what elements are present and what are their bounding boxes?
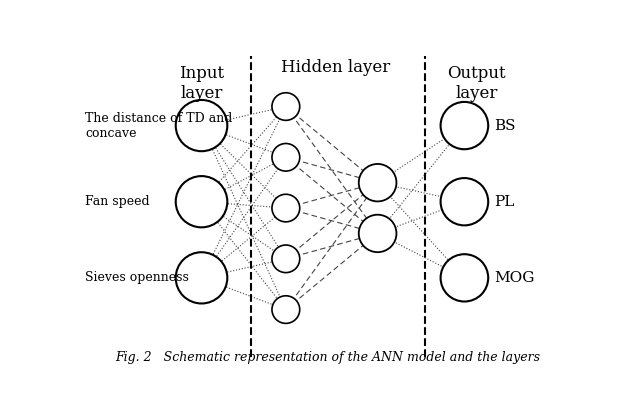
Ellipse shape xyxy=(359,215,396,252)
Text: Hidden layer: Hidden layer xyxy=(281,59,390,76)
Text: Output
layer: Output layer xyxy=(447,66,506,102)
Text: MOG: MOG xyxy=(494,271,534,285)
Text: PL: PL xyxy=(494,195,515,209)
Text: BS: BS xyxy=(494,119,516,133)
Ellipse shape xyxy=(359,164,396,201)
Text: Fan speed: Fan speed xyxy=(85,195,150,208)
Ellipse shape xyxy=(272,143,300,171)
Ellipse shape xyxy=(176,100,227,151)
Ellipse shape xyxy=(176,252,227,304)
Ellipse shape xyxy=(272,296,300,323)
Text: The distance of TD and
concave: The distance of TD and concave xyxy=(85,112,232,140)
Ellipse shape xyxy=(440,254,488,302)
Ellipse shape xyxy=(272,245,300,273)
Ellipse shape xyxy=(440,178,488,225)
Text: Sieves openness: Sieves openness xyxy=(85,272,189,284)
Ellipse shape xyxy=(176,176,227,227)
Ellipse shape xyxy=(272,93,300,120)
Text: Input
layer: Input layer xyxy=(179,66,224,102)
Text: Fig. 2   Schematic representation of the ANN model and the layers: Fig. 2 Schematic representation of the A… xyxy=(115,351,541,363)
Ellipse shape xyxy=(440,102,488,149)
Ellipse shape xyxy=(272,194,300,222)
